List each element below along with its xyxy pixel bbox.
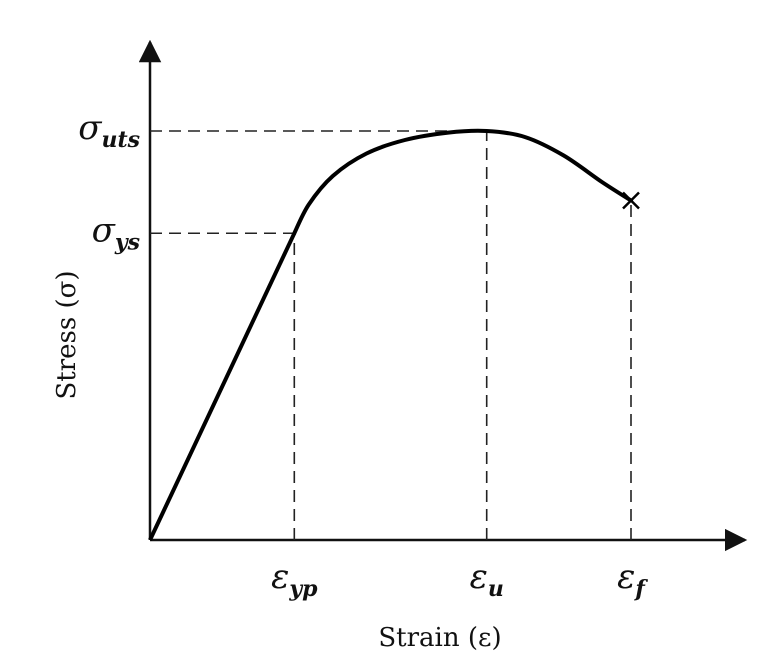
x-axis-label: Strain (ε) bbox=[378, 623, 501, 653]
y-mark-label-ys: σys bbox=[92, 210, 140, 255]
fracture-x-marker bbox=[622, 191, 640, 210]
plastic-region-curve bbox=[292, 128, 633, 236]
y-axis-symbol-labels: σuts σys bbox=[78, 108, 140, 255]
dashed-guide-lines bbox=[150, 130, 632, 540]
elastic-region-line bbox=[148, 232, 297, 541]
x-mark-label-yp: εyp bbox=[271, 557, 318, 602]
fracture-x-stroke bbox=[622, 191, 640, 210]
x-mark-label-u: εu bbox=[470, 557, 504, 602]
x-axis-symbol-labels: εyp εu εf bbox=[271, 557, 648, 602]
y-axis-label: Stress (σ) bbox=[52, 270, 82, 399]
y-mark-label-uts: σuts bbox=[78, 108, 140, 153]
x-mark-label-f: εf bbox=[617, 557, 648, 602]
